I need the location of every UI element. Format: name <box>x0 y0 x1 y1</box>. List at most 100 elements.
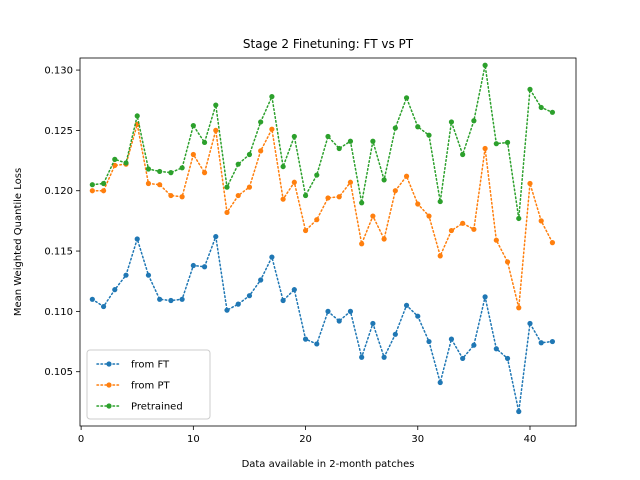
data-point <box>302 227 309 234</box>
data-point <box>347 179 354 185</box>
legend-marker <box>106 382 112 388</box>
data-point <box>201 264 208 270</box>
data-point <box>516 408 522 415</box>
y-tick-label: 0.120 <box>44 186 73 197</box>
data-point <box>403 95 410 101</box>
data-point <box>123 272 129 278</box>
data-point <box>258 119 264 125</box>
y-tick-label: 0.110 <box>44 307 73 318</box>
data-point <box>426 132 432 138</box>
data-point <box>437 253 443 259</box>
data-point <box>168 170 174 176</box>
data-point <box>336 145 342 152</box>
data-point <box>179 165 185 171</box>
data-point <box>325 195 331 201</box>
data-point <box>134 113 140 119</box>
data-point <box>145 272 152 278</box>
data-point <box>381 354 387 360</box>
data-point <box>415 201 421 207</box>
data-point <box>224 184 230 190</box>
data-point <box>314 172 320 178</box>
data-point <box>258 277 264 283</box>
data-point <box>448 227 455 234</box>
data-point <box>314 217 320 223</box>
data-point <box>291 179 297 185</box>
data-point <box>224 209 230 216</box>
data-point <box>527 86 533 92</box>
x-tick-label: 10 <box>187 434 200 445</box>
legend-label: from PT <box>131 381 170 392</box>
data-point <box>201 170 208 176</box>
y-axis-label: Mean Weighted Quantile Loss <box>13 168 24 316</box>
data-point <box>370 213 376 219</box>
y-tick-label: 0.115 <box>44 247 73 258</box>
data-point <box>437 379 443 386</box>
data-point <box>493 346 499 352</box>
data-point <box>235 192 241 199</box>
x-tick-label: 20 <box>299 434 312 445</box>
data-point <box>426 338 432 345</box>
data-point <box>190 262 196 269</box>
data-point <box>224 307 230 313</box>
data-point <box>493 141 499 147</box>
x-tick-label: 0 <box>78 434 84 445</box>
data-point <box>460 220 466 226</box>
data-point <box>123 160 129 166</box>
data-point <box>145 180 152 187</box>
data-point <box>415 313 421 319</box>
data-point <box>516 305 522 311</box>
data-point <box>437 198 443 205</box>
data-point <box>280 163 286 170</box>
data-point <box>370 138 376 144</box>
data-point <box>280 196 286 202</box>
data-point <box>168 192 174 199</box>
data-point <box>493 237 499 243</box>
data-point <box>471 226 477 232</box>
data-point <box>325 133 331 140</box>
data-point <box>448 119 455 125</box>
data-point <box>179 296 185 302</box>
data-point <box>482 145 488 152</box>
x-axis-label: Data available in 2-month patches <box>242 459 415 470</box>
data-point <box>538 104 544 111</box>
data-point <box>392 331 398 337</box>
data-point <box>504 355 511 362</box>
data-point <box>157 168 163 175</box>
data-point <box>426 213 432 219</box>
data-point <box>549 240 556 246</box>
data-point <box>336 318 342 324</box>
data-point <box>258 148 264 154</box>
data-point <box>112 156 118 162</box>
data-point <box>370 320 376 327</box>
data-point <box>549 338 556 345</box>
data-point <box>134 236 140 242</box>
legend-marker <box>106 403 112 409</box>
data-point <box>291 287 297 293</box>
data-point <box>527 320 533 327</box>
data-point <box>112 287 118 293</box>
plot-frame <box>79 57 577 427</box>
data-point <box>538 340 544 346</box>
data-point <box>549 109 556 115</box>
y-tick-label: 0.130 <box>44 66 73 77</box>
data-point <box>347 308 354 314</box>
data-point <box>359 241 365 247</box>
data-point <box>235 161 241 167</box>
data-point <box>190 122 196 129</box>
data-point <box>302 336 309 342</box>
data-point <box>145 166 152 172</box>
data-point <box>89 296 95 302</box>
data-point <box>471 342 477 348</box>
data-point <box>246 151 253 158</box>
data-point <box>269 254 275 260</box>
data-point <box>314 341 320 347</box>
data-point <box>190 151 196 158</box>
x-tick-label: 30 <box>411 434 424 445</box>
data-point <box>403 173 410 179</box>
data-point <box>403 302 410 308</box>
data-point <box>504 259 511 265</box>
data-point <box>100 188 107 194</box>
data-point <box>336 194 342 200</box>
data-point <box>213 127 219 133</box>
data-point <box>100 180 107 187</box>
